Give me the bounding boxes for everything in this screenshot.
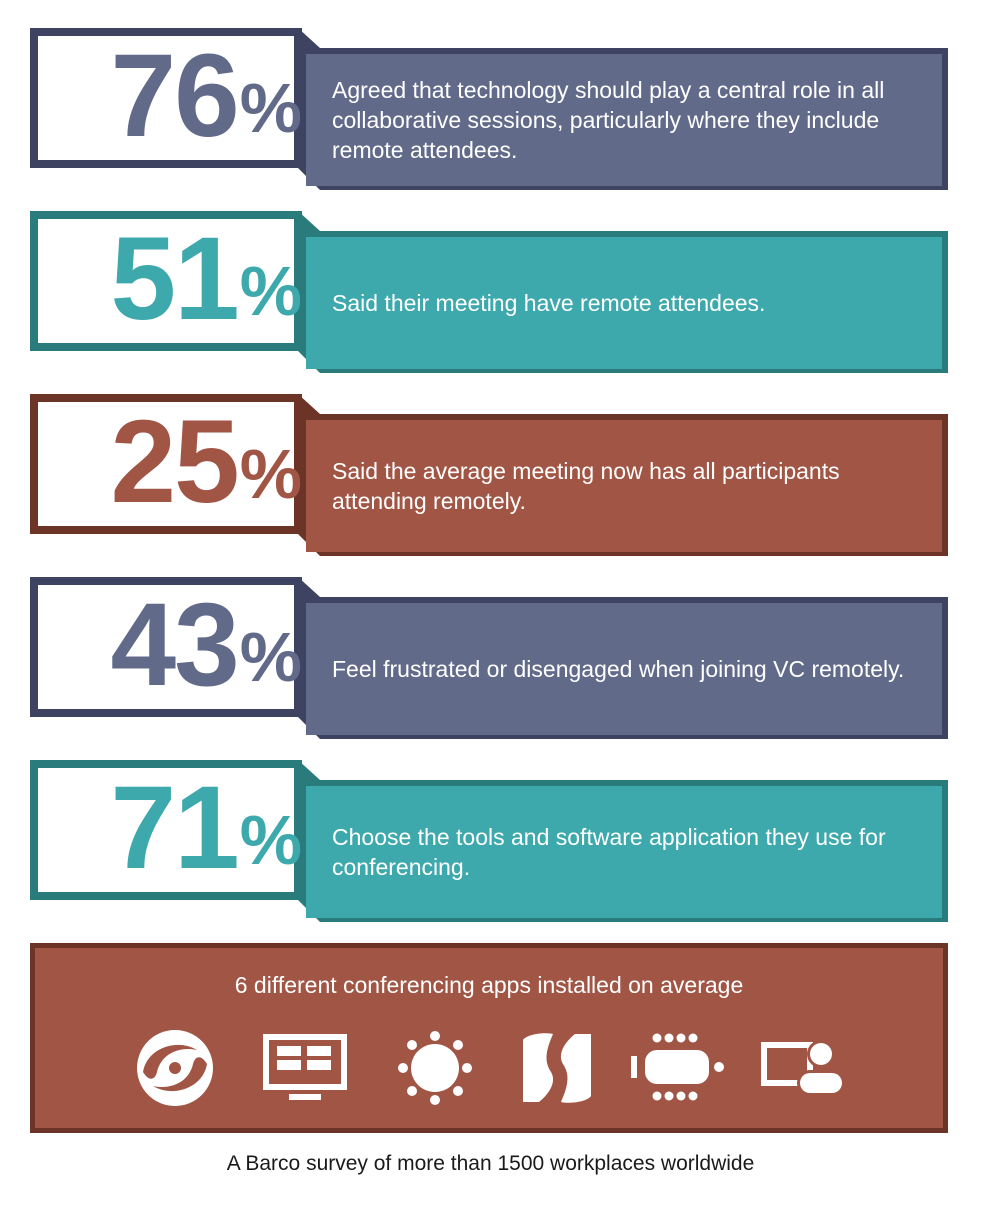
percent-sign: % bbox=[239, 618, 302, 696]
stat-description: Agreed that technology should play a cen… bbox=[332, 77, 885, 163]
split-s-app-icon bbox=[523, 1033, 591, 1103]
stat-percentage: 51% bbox=[38, 213, 302, 345]
stat-percentage: 25% bbox=[38, 396, 302, 528]
stat-description: Said their meeting have remote attendees… bbox=[332, 290, 766, 316]
stat-percentage: 76% bbox=[38, 30, 302, 162]
stat-description: Feel frustrated or disengaged when joini… bbox=[332, 656, 905, 682]
stat-number: 43 bbox=[110, 579, 239, 711]
stat-description: Choose the tools and software applicatio… bbox=[332, 824, 886, 880]
apps-panel: 6 different conferencing apps installed … bbox=[30, 943, 948, 1133]
stat-number: 25 bbox=[110, 396, 239, 528]
stat-number: 51 bbox=[110, 213, 239, 345]
stat-number: 71 bbox=[110, 762, 239, 894]
swirl-app-icon bbox=[137, 1030, 213, 1106]
stat-background bbox=[30, 211, 948, 373]
stat-background bbox=[30, 28, 948, 190]
stat-block-25: 25% Said the average meeting now has all… bbox=[30, 394, 948, 556]
table-meeting-app-icon bbox=[631, 1033, 724, 1101]
screen-person-app-icon bbox=[761, 1040, 845, 1096]
stat-block-51: 51% Said their meeting have remote atten… bbox=[30, 211, 948, 373]
percent-sign: % bbox=[239, 801, 302, 879]
stat-background bbox=[30, 394, 948, 556]
stat-description: Said the average meeting now has all par… bbox=[332, 458, 840, 514]
sun-app-icon bbox=[398, 1031, 472, 1105]
percent-sign: % bbox=[239, 435, 302, 513]
apps-panel-title: 6 different conferencing apps installed … bbox=[234, 972, 744, 998]
screen-grid-app-icon bbox=[263, 1034, 347, 1100]
stat-percentage: 71% bbox=[38, 762, 302, 894]
stat-background bbox=[30, 577, 948, 739]
percent-sign: % bbox=[239, 69, 302, 147]
stat-background bbox=[30, 760, 948, 922]
stat-block-43: 43% Feel frustrated or disengaged when j… bbox=[30, 577, 948, 739]
survey-footer: A Barco survey of more than 1500 workpla… bbox=[226, 1152, 755, 1175]
percent-sign: % bbox=[239, 252, 302, 330]
stat-number: 76 bbox=[110, 30, 239, 162]
stat-block-76: 76% Agreed that technology should play a… bbox=[30, 28, 948, 190]
stat-percentage: 43% bbox=[38, 579, 302, 711]
stat-block-71: 71% Choose the tools and software applic… bbox=[30, 760, 948, 922]
